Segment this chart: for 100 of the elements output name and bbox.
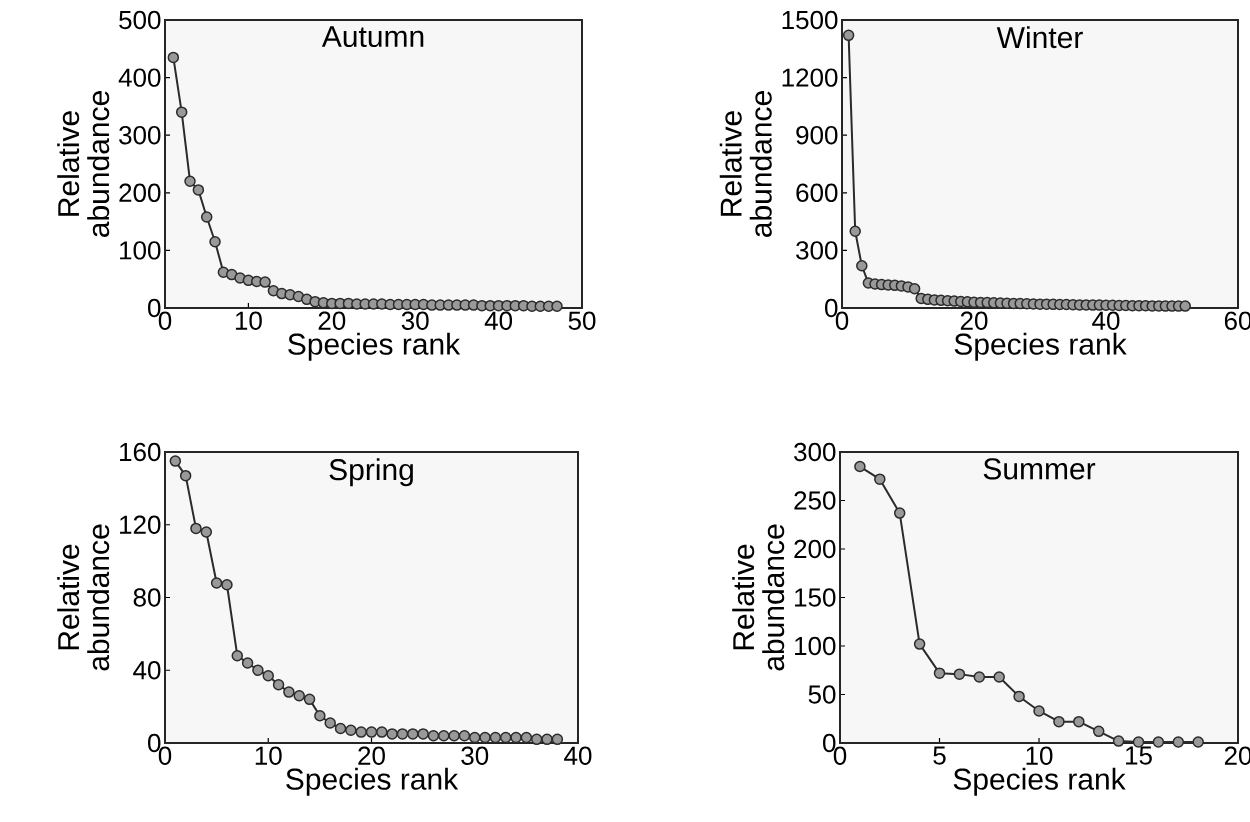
point (551, 300, 563, 313)
point (200, 526, 213, 538)
x-axis-title: Species rank (953, 767, 1126, 796)
point (190, 522, 202, 535)
point (221, 579, 233, 591)
point (231, 649, 244, 662)
point (1172, 736, 1185, 748)
point (407, 728, 419, 740)
point (396, 728, 409, 740)
point (874, 473, 886, 485)
x-tick-label: 30 (461, 746, 489, 765)
point (438, 729, 450, 742)
point (386, 728, 398, 740)
point (314, 709, 326, 722)
point (175, 106, 188, 118)
chart-title: Summer (983, 458, 1096, 480)
point (259, 276, 271, 288)
point (376, 726, 388, 738)
point (499, 731, 512, 744)
y-tick-label: 50 (808, 685, 836, 704)
x-axis-title: Species rank (954, 332, 1127, 361)
point (167, 51, 180, 64)
point (1053, 715, 1065, 728)
point (1179, 300, 1191, 312)
point (854, 460, 866, 473)
chart-title: Autumn (321, 26, 424, 48)
point (184, 175, 196, 188)
y-tick-label: 1200 (782, 68, 838, 87)
point (993, 671, 1005, 683)
point (192, 184, 205, 196)
point (933, 667, 946, 679)
x-axis-title: Species rank (288, 332, 461, 361)
point (283, 686, 295, 698)
point (365, 726, 378, 738)
x-tick-label: 40 (1092, 311, 1120, 330)
point (893, 507, 906, 519)
y-tick-label: 150 (795, 588, 836, 607)
y-tick-label: 200 (794, 539, 836, 559)
x-tick-label: 5 (933, 746, 946, 765)
point (510, 731, 522, 744)
y-axis-title: Relative abundance (732, 524, 785, 671)
chart-title: Winter (996, 26, 1083, 49)
y-tick-label: 250 (794, 491, 836, 510)
point (1013, 690, 1025, 703)
point (303, 693, 316, 706)
point (209, 236, 221, 248)
x-axis-title: Species rank (286, 767, 459, 796)
x-tick-label: 40 (484, 311, 513, 330)
x-tick-label: 30 (401, 311, 429, 330)
y-tick-label: 1500 (782, 10, 838, 30)
point (469, 731, 481, 744)
x-tick-label: 10 (255, 746, 282, 765)
point (913, 638, 926, 650)
point (479, 731, 491, 744)
point (272, 679, 285, 691)
point (973, 671, 986, 683)
y-axis-title: Relative abundance (57, 91, 110, 237)
point (210, 577, 223, 589)
x-tick-label: 10 (235, 311, 262, 330)
chart-title: Spring (329, 458, 413, 487)
point (334, 722, 347, 735)
point (200, 211, 213, 223)
x-tick-label: 20 (358, 746, 385, 765)
x-tick-label: 40 (564, 746, 592, 765)
y-tick-label: 300 (796, 241, 838, 260)
point (1152, 736, 1165, 748)
y-tick-label: 40 (133, 661, 161, 680)
point (169, 455, 182, 467)
point (324, 717, 336, 729)
point (355, 726, 367, 738)
y-axis-title: Relative abundance (57, 524, 110, 671)
point (252, 664, 264, 676)
point (530, 733, 543, 746)
point (541, 733, 553, 746)
point (448, 729, 460, 742)
y-tick-label: 80 (133, 588, 161, 607)
y-tick-label: 300 (794, 442, 836, 462)
y-tick-label: 300 (119, 125, 161, 145)
point (551, 733, 564, 746)
point (1033, 705, 1045, 717)
y-tick-label: 600 (796, 183, 838, 202)
y-axis-title: Relative abundance (719, 91, 772, 237)
x-tick-label: 15 (1126, 746, 1152, 765)
x-tick-label: 20 (960, 311, 988, 330)
point (953, 668, 966, 680)
point (262, 669, 274, 682)
point (345, 724, 357, 737)
point (293, 689, 305, 702)
point (458, 729, 471, 742)
point (427, 729, 440, 742)
point (842, 29, 855, 42)
point (1112, 735, 1125, 747)
point (417, 728, 429, 740)
y-tick-label: 100 (120, 241, 161, 260)
x-tick-label: 50 (568, 311, 596, 330)
point (1073, 715, 1085, 728)
point (908, 283, 921, 295)
point (849, 225, 861, 237)
x-tick-label: 10 (1026, 746, 1053, 765)
x-tick-label: 20 (318, 311, 346, 330)
